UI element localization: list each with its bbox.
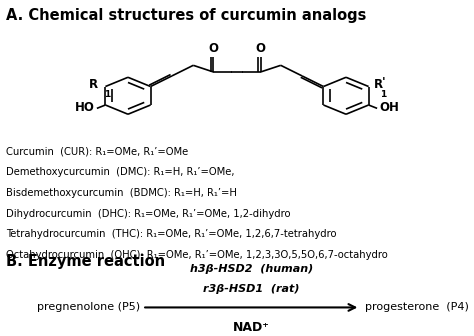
- Text: A. Chemical structures of curcumin analogs: A. Chemical structures of curcumin analo…: [6, 8, 366, 24]
- Text: Octahydrocurcumin  (OHC): R₁=OMe, R₁’=OMe, 1,2,3,3O,5,5O,6,7-octahydro: Octahydrocurcumin (OHC): R₁=OMe, R₁’=OMe…: [6, 250, 387, 260]
- Text: O: O: [209, 42, 219, 55]
- Text: R: R: [374, 78, 383, 91]
- Text: OH: OH: [379, 101, 399, 114]
- Text: progesterone  (P4): progesterone (P4): [365, 302, 469, 312]
- Text: R: R: [89, 78, 98, 91]
- Text: HO: HO: [75, 101, 95, 114]
- Text: 1: 1: [381, 90, 387, 99]
- Text: 1: 1: [104, 90, 110, 99]
- Text: h3β-HSD2  (human): h3β-HSD2 (human): [190, 264, 313, 274]
- Text: NAD⁺: NAD⁺: [233, 321, 270, 334]
- Text: r3β-HSD1  (rat): r3β-HSD1 (rat): [203, 284, 300, 294]
- Text: O: O: [255, 42, 265, 55]
- Text: Dihydrocurcumin  (DHC): R₁=OMe, R₁’=OMe, 1,2-dihydro: Dihydrocurcumin (DHC): R₁=OMe, R₁’=OMe, …: [6, 209, 290, 219]
- Text: Bisdemethoxycurcumin  (BDMC): R₁=H, R₁’=H: Bisdemethoxycurcumin (BDMC): R₁=H, R₁’=H: [6, 188, 237, 198]
- Text: Curcumin  (CUR): R₁=OMe, R₁’=OMe: Curcumin (CUR): R₁=OMe, R₁’=OMe: [6, 146, 188, 156]
- Text: pregnenolone (P5): pregnenolone (P5): [36, 302, 140, 312]
- Text: Demethoxycurcumin  (DMC): R₁=H, R₁’=OMe,: Demethoxycurcumin (DMC): R₁=H, R₁’=OMe,: [6, 167, 234, 177]
- Text: ': ': [382, 76, 385, 89]
- Text: B. Enzyme reaction: B. Enzyme reaction: [6, 254, 165, 269]
- Text: Tetrahydrocurcumin  (THC): R₁=OMe, R₁’=OMe, 1,2,6,7-tetrahydro: Tetrahydrocurcumin (THC): R₁=OMe, R₁’=OM…: [6, 229, 336, 240]
